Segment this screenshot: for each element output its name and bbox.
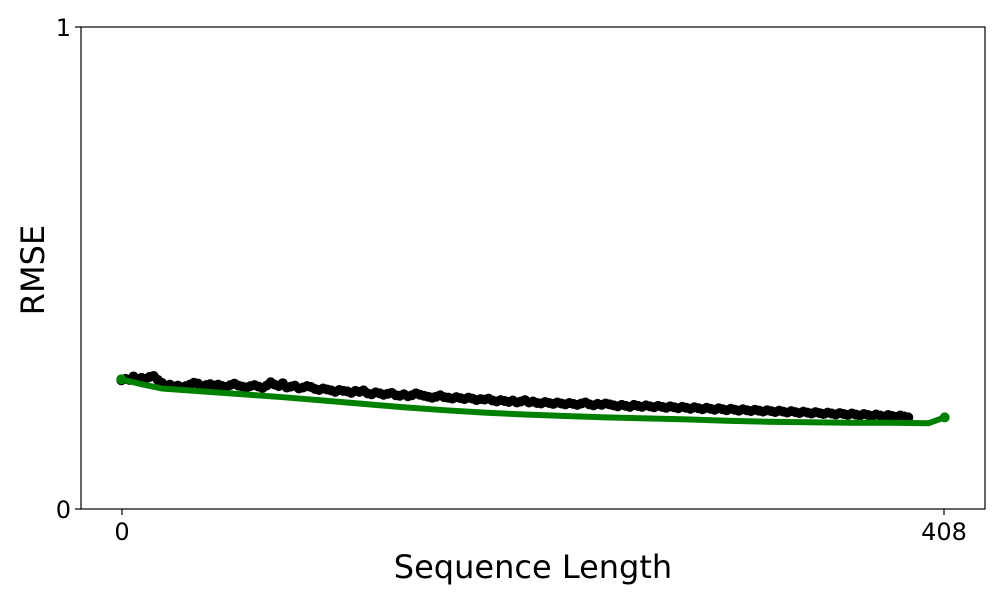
x-axis: 0 408 Sequence Length	[114, 509, 967, 586]
y-tick-label-1: 1	[56, 14, 71, 42]
fit-line-series	[116, 374, 950, 427]
scatter-point	[903, 412, 914, 423]
fit-line-endpoint	[939, 412, 950, 423]
plot-area	[80, 26, 986, 510]
x-tick-label-0: 0	[114, 518, 129, 546]
y-tick-label-0: 0	[56, 496, 71, 524]
fit-line	[118, 376, 948, 427]
x-axis-label: Sequence Length	[394, 548, 672, 586]
x-tick-label-408: 408	[921, 518, 967, 546]
y-axis: 0 1 RMSE	[14, 14, 81, 524]
y-axis-label: RMSE	[14, 225, 52, 315]
fit-line-endpoint	[116, 374, 127, 385]
